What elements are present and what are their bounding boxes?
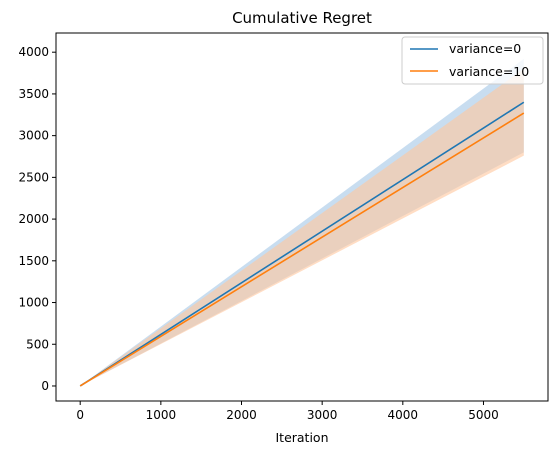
x-tick-label: 0 [76, 408, 84, 422]
y-tick-label: 2000 [18, 212, 49, 226]
legend-label-variance-0: variance=0 [449, 41, 521, 56]
x-tick-label: 2000 [226, 408, 257, 422]
line-series-0 [79, 101, 525, 387]
y-tick-label: 2500 [18, 170, 49, 184]
x-axis-ticks: 0 1000 2000 3000 4000 5000 [76, 401, 499, 422]
y-tick-label: 3500 [18, 87, 49, 101]
y-axis-ticks: 0 500 1000 1500 2000 2500 3000 3500 4000 [18, 45, 56, 393]
legend-label-variance-10: variance=10 [449, 64, 529, 79]
x-tick-label: 3000 [307, 408, 338, 422]
series-lines [79, 101, 525, 387]
x-axis-label: Iteration [275, 430, 328, 445]
y-tick-label: 3000 [18, 129, 49, 143]
line-series-1 [79, 112, 525, 387]
plot-frame [55, 32, 549, 402]
band-series-1 [80, 68, 524, 386]
y-tick-label: 500 [26, 337, 49, 351]
chart-title: Cumulative Regret [232, 9, 372, 27]
y-tick-label: 1500 [18, 254, 49, 268]
legend: variance=0 variance=10 [401, 36, 544, 85]
confidence-bands [80, 58, 524, 386]
y-tick-label: 0 [41, 379, 49, 393]
x-tick-label: 1000 [146, 408, 177, 422]
y-tick-label: 1000 [18, 296, 49, 310]
x-tick-label: 4000 [388, 408, 419, 422]
y-tick-label: 4000 [18, 45, 49, 59]
band-series-0 [80, 58, 524, 386]
x-tick-label: 5000 [468, 408, 499, 422]
